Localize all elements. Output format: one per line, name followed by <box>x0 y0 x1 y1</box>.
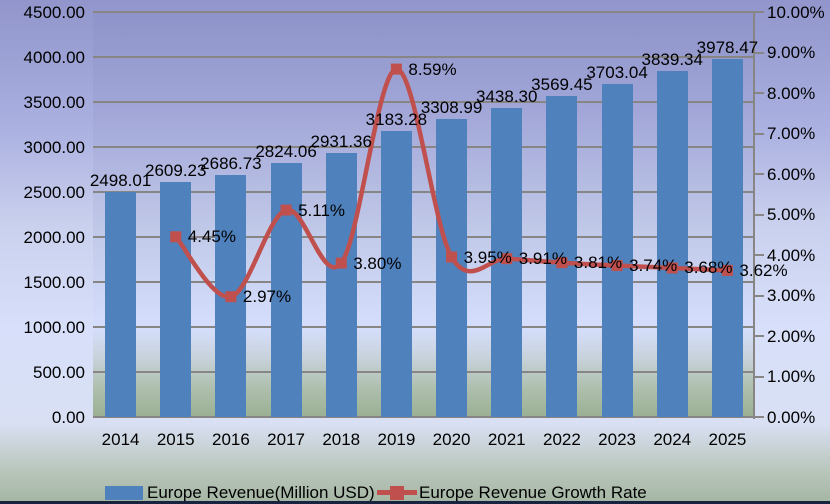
growth-data-label: 5.11% <box>298 200 346 220</box>
right-axis-tick <box>755 213 764 216</box>
right-axis-tick <box>755 132 764 135</box>
left-axis-tick-label: 1000.00 <box>23 317 85 337</box>
revenue-data-label: 2931.36 <box>310 132 372 152</box>
gridline <box>93 146 755 148</box>
growth-data-label: 3.62% <box>739 260 788 280</box>
gridline <box>93 191 755 193</box>
gridline <box>93 326 755 328</box>
revenue-data-label: 3839.34 <box>641 50 703 70</box>
revenue-bar <box>105 192 137 417</box>
gridline <box>93 416 755 418</box>
left-axis-tick-label: 2000.00 <box>23 227 85 247</box>
revenue-data-label: 3569.45 <box>531 74 593 94</box>
revenue-bar <box>215 175 247 417</box>
right-axis-tick <box>755 416 764 418</box>
revenue-data-label: 2686.73 <box>200 154 262 174</box>
revenue-bar <box>160 182 192 417</box>
growth-data-label: 4.45% <box>187 227 236 247</box>
x-axis-category-label: 2020 <box>432 430 471 449</box>
x-axis-category-label: 2024 <box>653 430 692 449</box>
right-axis-tick <box>755 335 764 337</box>
revenue-bar <box>380 130 412 417</box>
x-axis-category-label: 2017 <box>267 430 305 449</box>
left-axis-tick-label: 3000.00 <box>23 137 85 157</box>
left-axis-tick-label: 1500.00 <box>23 272 85 292</box>
gridline <box>93 281 755 283</box>
left-axis-tick-label: 2500.00 <box>23 182 85 202</box>
x-axis-category-label: 2022 <box>542 430 581 449</box>
revenue-data-label: 3978.47 <box>696 37 759 57</box>
left-axis-tick-label: 4000.00 <box>23 47 85 67</box>
gridline <box>93 11 755 13</box>
right-axis-tick-label: 4.00% <box>767 245 816 265</box>
right-axis-tick-label: 2.00% <box>767 326 816 346</box>
right-axis-tick-label: 6.00% <box>767 164 816 184</box>
legend-line-label: Europe Revenue Growth Rate <box>419 483 647 502</box>
legend-line-swatch-icon <box>377 485 417 500</box>
legend-bar-label: Europe Revenue(Million USD) <box>147 483 375 502</box>
right-axis-tick <box>755 375 764 378</box>
revenue-data-label: 3703.04 <box>586 62 648 82</box>
left-axis-tick-label: 0.00 <box>51 407 85 427</box>
revenue-data-label: 2609.23 <box>145 161 207 181</box>
right-axis-tick <box>755 294 764 297</box>
growth-data-label: 3.81% <box>573 253 623 273</box>
x-axis-category-label: 2015 <box>156 430 195 449</box>
x-axis-category-label: 2018 <box>322 430 361 449</box>
x-axis-category-label: 2014 <box>101 430 140 449</box>
growth-data-label: 3.80% <box>353 253 402 273</box>
revenue-data-label: 3438.30 <box>476 86 538 106</box>
revenue-data-label: 3308.99 <box>420 98 483 118</box>
x-axis-category-label: 2016 <box>211 430 250 449</box>
x-axis-category-label: 2021 <box>487 430 526 449</box>
right-axis-tick <box>755 173 764 175</box>
right-axis-tick <box>755 92 764 94</box>
right-axis-tick <box>755 51 764 54</box>
revenue-data-label: 2824.06 <box>255 141 317 161</box>
revenue-bar <box>436 119 468 417</box>
revenue-data-label: 3183.28 <box>365 109 428 129</box>
right-axis-tick-label: 7.00% <box>767 124 816 143</box>
revenue-bar <box>711 58 743 417</box>
revenue-data-label: 2498.01 <box>89 171 152 191</box>
growth-data-label: 3.74% <box>629 256 678 276</box>
growth-data-label: 3.95% <box>463 247 512 267</box>
x-axis-category-label: 2019 <box>377 430 416 449</box>
right-axis-line <box>753 12 755 419</box>
right-axis-tick <box>755 11 764 13</box>
growth-data-label: 3.91% <box>518 249 567 269</box>
right-axis-tick-label: 5.00% <box>767 205 816 224</box>
right-axis-tick-label: 8.00% <box>767 83 816 103</box>
right-axis-tick-label: 3.00% <box>767 286 816 305</box>
right-axis-tick-label: 9.00% <box>767 43 816 62</box>
x-axis-category-label: 2025 <box>708 430 747 449</box>
growth-data-label: 3.68% <box>684 258 733 278</box>
gridline <box>93 371 755 373</box>
legend-bar-swatch-icon <box>105 486 143 500</box>
growth-data-label: 8.59% <box>408 59 457 79</box>
x-axis-category-label: 2023 <box>598 430 636 449</box>
left-axis-tick-label: 3500.00 <box>23 92 85 112</box>
revenue-bar <box>601 83 633 417</box>
growth-data-label: 2.97% <box>242 287 292 307</box>
right-axis-tick-label: 0.00% <box>767 407 816 427</box>
left-axis-tick-label: 4500.00 <box>23 2 85 22</box>
revenue-bar <box>325 153 357 417</box>
right-axis-tick-label: 1.00% <box>767 367 816 386</box>
revenue-bar <box>656 71 688 417</box>
chart-bottom-border <box>0 501 830 504</box>
gridline <box>93 56 755 58</box>
right-axis-tick-label: 10.00% <box>767 2 825 22</box>
right-axis-tick <box>755 254 764 256</box>
left-axis-tick-label: 500.00 <box>33 362 85 382</box>
